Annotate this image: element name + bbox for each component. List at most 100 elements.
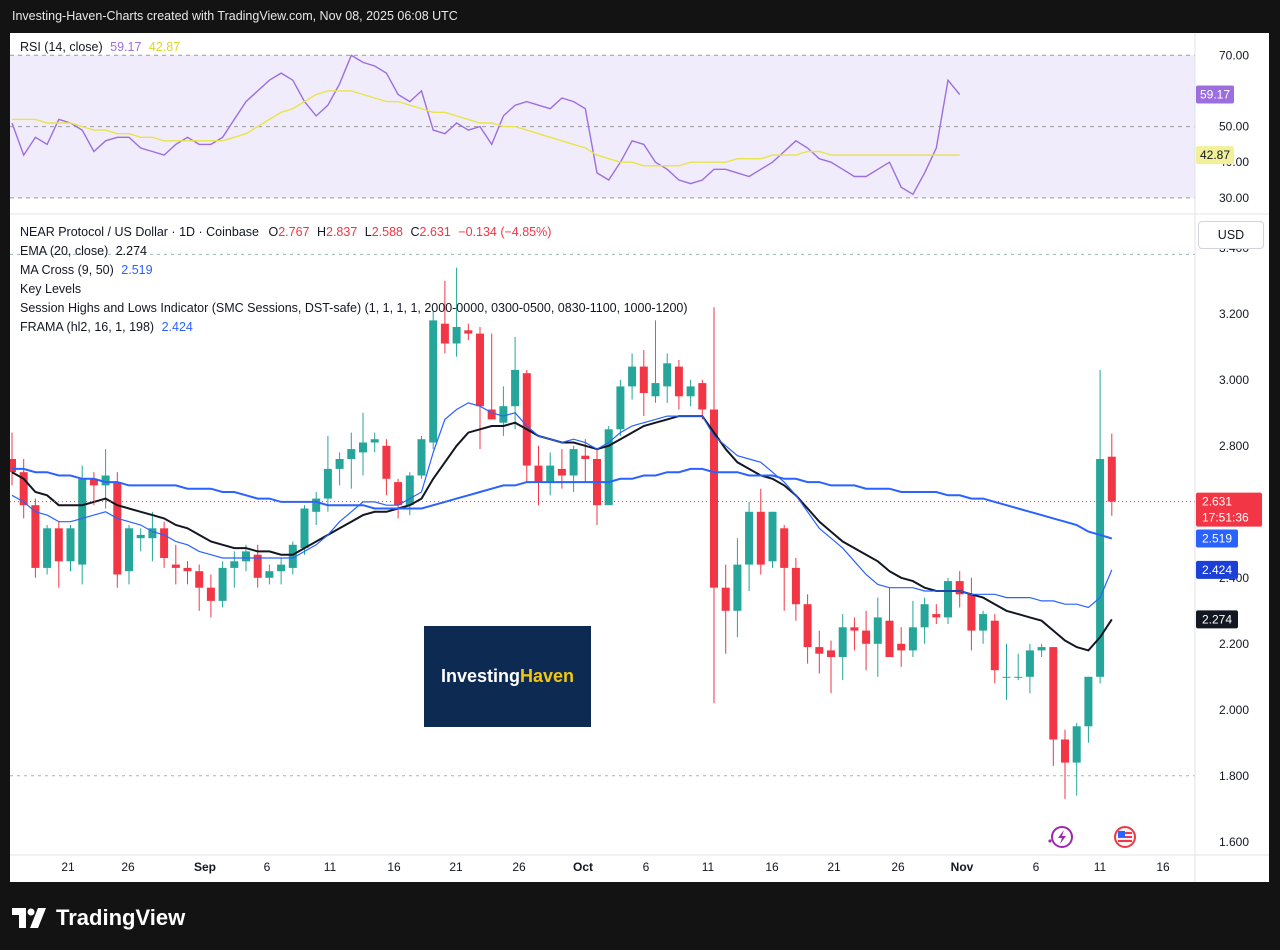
last-price-label-bg [1196,492,1262,527]
candle [663,353,672,403]
candle-body [1084,676,1093,727]
x-tick-label: 26 [512,860,526,874]
rsi-legend[interactable]: RSI (14, close) 59.17 42.87 [20,40,180,54]
x-tick-label: 16 [765,860,779,874]
candle-body [230,561,239,568]
candle-body [136,534,145,539]
candle-body [885,620,894,657]
candle-body [1096,459,1105,677]
logo-text-haven: Haven [519,666,575,686]
candle-body [148,528,157,539]
candle-body [628,366,637,387]
candle [440,280,449,354]
candle [616,379,625,436]
candle [534,445,543,506]
candle [1037,643,1046,657]
candle [464,323,473,341]
candle-body [300,508,309,549]
candle [136,528,145,552]
frama-legend[interactable]: FRAMA (hl2, 16, 1, 198) 2.424 [20,320,193,334]
candle-body [780,528,789,568]
candle [815,630,824,674]
ma-last-label: 2.519 [1202,532,1232,546]
candle-body [1002,676,1011,678]
candle-body [1061,739,1069,763]
candle [277,558,286,585]
x-tick-label: 26 [891,860,905,874]
rsi-legend-label: RSI (14, close) [20,40,103,54]
candle [499,386,508,436]
chart-title: Investing-Haven-Charts created with Trad… [12,9,458,23]
candle-body [347,449,356,459]
ema-legend[interactable]: EMA (20, close) 2.274 [20,244,147,258]
candle [1025,643,1034,694]
candle [347,432,356,489]
candle-body [394,482,403,506]
candle-body [89,478,98,486]
candle [908,600,917,657]
candle [195,564,204,611]
candle-body [464,330,473,334]
candle-body [417,439,426,476]
candle-body [43,528,52,568]
chart-svg[interactable]: 70.0050.0040.0030.0059.1742.873.4003.200… [8,33,1269,882]
candle [1084,676,1093,743]
rsi-ma-last-label-bg [1196,146,1234,165]
candle-body [967,594,976,631]
x-tick-label: 11 [1094,860,1107,874]
rsi-ma-last-label: 42.87 [1200,148,1230,162]
candle [1072,723,1081,796]
candle [745,501,754,591]
ema-legend-label: EMA (20, close) [20,244,109,258]
x-tick-label: 6 [264,860,271,874]
candle-body [171,564,180,568]
candle [803,594,812,664]
session-legend-label: Session Highs and Lows Indicator (SMC Se… [20,301,688,315]
candle-body [31,505,40,568]
ema-last-label: 2.274 [1202,612,1232,626]
candle [873,597,882,677]
candle-body [499,406,508,423]
us-flag-icon[interactable] [1114,826,1136,848]
chart-frame[interactable]: 70.0050.0040.0030.0059.1742.873.4003.200… [8,33,1269,882]
candle [932,604,941,624]
x-tick-label: 6 [1033,860,1040,874]
candle-body [639,366,648,393]
axes: 70.0050.0040.0030.0059.1742.873.4003.200… [10,33,1269,882]
candle-body [663,363,672,387]
open-label: O [268,225,279,239]
ma-legend[interactable]: MA Cross (9, 50) 2.519 [20,263,153,277]
candle [335,452,344,486]
key-levels-legend[interactable]: Key Levels [20,282,81,296]
price-tick-label: 3.000 [1219,373,1249,387]
candle-body [183,567,192,572]
candle [955,571,964,608]
candle-body [897,643,906,651]
x-tick-label: 16 [1156,860,1170,874]
candle [686,379,695,407]
candle-body [19,472,28,506]
candle-body [979,614,988,631]
candle [323,435,332,512]
candle-body [1049,647,1058,740]
high-label: H [316,225,326,239]
candle-body [277,564,286,572]
candle-body [440,323,449,344]
candle [721,564,730,654]
candle-body [253,554,262,578]
currency-button[interactable]: USD [1198,221,1264,249]
close-label: C [410,225,420,239]
rsi-tick-label: 50.00 [1219,120,1249,134]
candle [31,498,40,578]
ema-last-label-bg [1196,610,1238,629]
lightning-icon[interactable] [1048,826,1073,848]
rsi-tick-label: 70.00 [1219,48,1249,62]
close-value: 2.631 [419,225,451,239]
symbol-legend[interactable]: NEAR Protocol / US Dollar · 1D · Coinbas… [20,225,551,239]
candle [862,610,871,671]
candle-body [733,564,742,611]
candle-body [710,409,718,588]
session-legend[interactable]: Session Highs and Lows Indicator (SMC Se… [20,301,688,315]
candle-body [8,459,16,473]
rsi-ma-line [12,90,960,167]
